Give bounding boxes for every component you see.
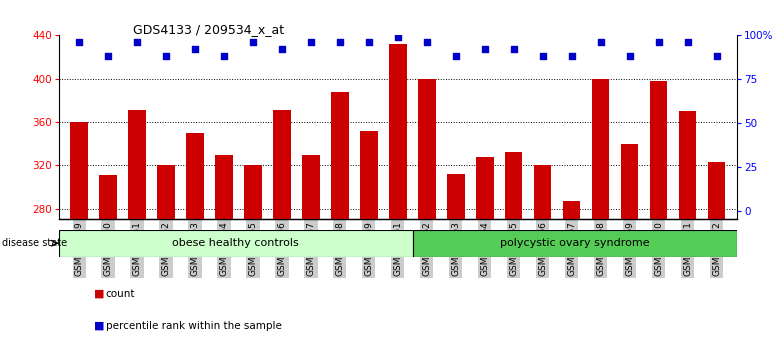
Text: GDS4133 / 209534_x_at: GDS4133 / 209534_x_at xyxy=(133,23,285,36)
Text: ■: ■ xyxy=(94,321,104,331)
Point xyxy=(449,53,462,59)
Point xyxy=(334,40,347,45)
Bar xyxy=(187,133,204,219)
Point xyxy=(507,47,520,52)
Text: obese healthy controls: obese healthy controls xyxy=(172,238,299,249)
Point xyxy=(189,47,201,52)
Bar xyxy=(360,131,378,219)
Point xyxy=(160,53,172,59)
Point xyxy=(594,40,607,45)
Bar xyxy=(592,79,609,219)
Text: percentile rank within the sample: percentile rank within the sample xyxy=(106,321,281,331)
Point xyxy=(681,40,694,45)
Bar xyxy=(412,230,737,257)
Point xyxy=(536,53,549,59)
Point xyxy=(102,53,114,59)
Bar xyxy=(418,79,436,219)
Bar xyxy=(476,157,493,219)
Bar xyxy=(563,201,580,219)
Bar xyxy=(100,175,117,219)
Bar xyxy=(505,152,522,219)
Point xyxy=(478,47,491,52)
Bar xyxy=(303,154,320,219)
Point xyxy=(652,40,665,45)
Point xyxy=(420,40,433,45)
Bar xyxy=(708,162,725,219)
Bar xyxy=(59,230,412,257)
Point xyxy=(565,53,578,59)
Text: polycystic ovary syndrome: polycystic ovary syndrome xyxy=(500,238,650,249)
Point xyxy=(623,53,636,59)
Point xyxy=(247,40,260,45)
Text: ■: ■ xyxy=(94,289,104,299)
Bar xyxy=(274,110,291,219)
Point xyxy=(305,40,318,45)
Bar xyxy=(621,144,638,219)
Bar xyxy=(158,165,175,219)
Text: count: count xyxy=(106,289,136,299)
Point xyxy=(363,40,376,45)
Bar xyxy=(650,81,667,219)
Point xyxy=(73,40,85,45)
Text: disease state: disease state xyxy=(2,238,67,248)
Bar xyxy=(245,165,262,219)
Bar xyxy=(679,111,696,219)
Point xyxy=(218,53,230,59)
Bar xyxy=(216,154,233,219)
Bar xyxy=(534,165,551,219)
Bar xyxy=(447,174,465,219)
Point xyxy=(391,34,405,40)
Point xyxy=(276,47,289,52)
Point xyxy=(710,53,723,59)
Bar xyxy=(129,110,146,219)
Bar xyxy=(71,122,88,219)
Bar xyxy=(389,44,407,219)
Bar xyxy=(331,92,349,219)
Point xyxy=(131,40,143,45)
